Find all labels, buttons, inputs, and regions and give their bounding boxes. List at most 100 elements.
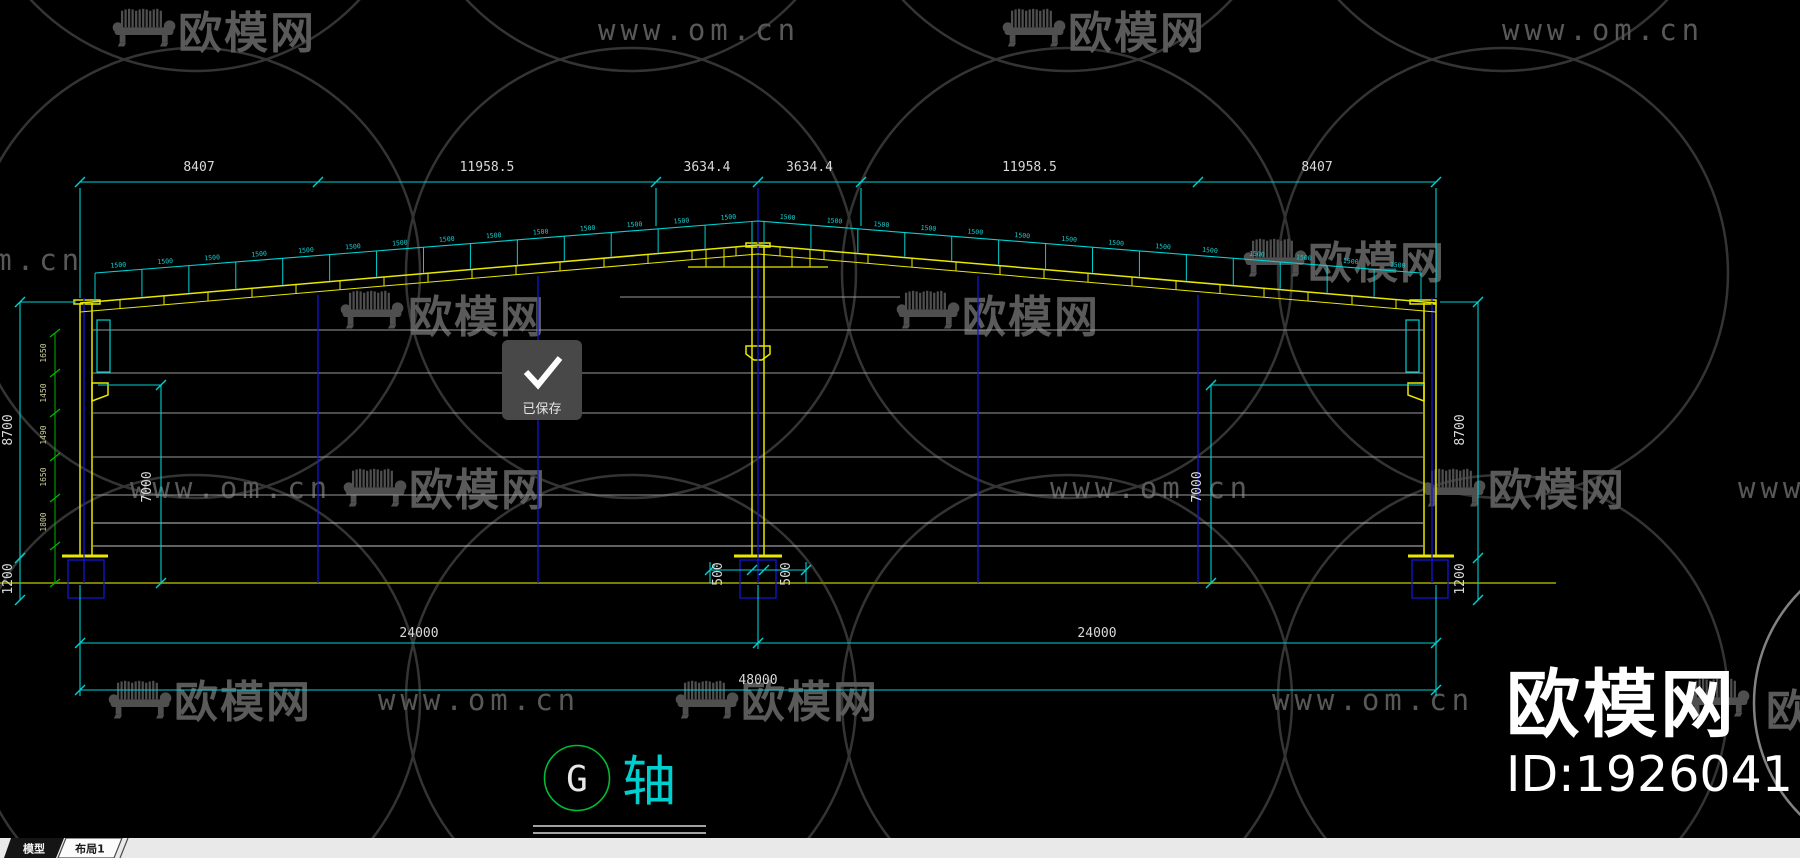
tab-model[interactable]	[4, 838, 64, 858]
toast-message: 已保存	[522, 402, 562, 417]
dim-tick	[800, 564, 812, 576]
watermark-brand-text: 欧模网	[174, 677, 312, 728]
watermark-brand-text: 欧模网	[741, 677, 879, 728]
girt-dim-label: 1490	[39, 425, 48, 444]
roof-rafter	[79, 244, 1437, 313]
purlin-chain-line	[94, 220, 1422, 274]
purlin-dim-chain: 1500 1500 1500 1500 1500 1500 1500 1500 1500 1500…	[94, 213, 1422, 301]
dim-overall: 48000	[738, 673, 777, 688]
sofa-icon	[896, 290, 960, 329]
girt-dim-labels: 1650 1450 1490 1650 1800	[39, 343, 48, 531]
purlin-spacing-label: 1500	[626, 220, 642, 229]
purlin-spacing-label: 1500	[1061, 235, 1077, 244]
layout-tab-bar: 模型 布局1	[0, 837, 1800, 858]
watermark-circle	[840, 46, 1294, 500]
dim-span-label: 24000	[399, 626, 438, 641]
dim-right-foundation: 1200	[1453, 563, 1468, 594]
tab-layout1-label[interactable]: 布局1	[75, 842, 105, 856]
dim-tick	[1205, 379, 1217, 391]
watermark-circle	[465, 0, 797, 73]
watermark-url-text: www.om.cn	[598, 13, 800, 47]
dim-tick	[74, 637, 86, 649]
purlin-spacing-label: 1500	[251, 250, 267, 259]
sofa-icon	[340, 290, 404, 329]
purlin-spacing-label: 1500	[392, 238, 408, 247]
purlin-spacing-label: 1500	[826, 216, 842, 225]
dim-top-label: 11958.5	[460, 160, 515, 175]
watermark-url-text: www.om.cn	[378, 683, 580, 717]
purlin-spacing-label: 1500	[920, 224, 936, 233]
dim-top-label: 3634.4	[684, 160, 731, 175]
purlin-spacing-label: 1500	[579, 224, 595, 233]
watermark-circles	[0, 0, 1730, 858]
dim-tick	[855, 176, 867, 188]
watermark-arc	[1752, 589, 1800, 817]
girt-dim-tick	[49, 578, 61, 588]
girt-dim-tick	[49, 541, 61, 551]
dim-tick	[1205, 577, 1217, 589]
dim-top-label: 8407	[1301, 160, 1332, 175]
watermark-url-text: www.om.cn	[1502, 13, 1704, 47]
watermark-brand-text: 欧模网	[1308, 238, 1446, 289]
watermark-url-text: www.om.cn	[130, 471, 332, 505]
dim-right-height: 8700	[1453, 414, 1468, 445]
purlin-spacing-label: 1500	[1390, 261, 1406, 270]
dimension-lines	[19, 181, 1479, 696]
purlin-spacing-label: 1500	[1014, 231, 1030, 240]
grid-lines	[317, 276, 1199, 583]
dim-tick	[14, 552, 26, 564]
watermark-url-text: www.om.cn	[1050, 471, 1252, 505]
watermark-url-text: www.om.cn	[1272, 683, 1474, 717]
purlin-spacing-label: 1500	[1202, 246, 1218, 255]
girt-dim-tick	[49, 368, 61, 378]
tab-model-label[interactable]: 模型	[23, 842, 45, 856]
dim-tick	[74, 684, 86, 696]
watermark-circle	[901, 0, 1233, 73]
dim-ridge-col-label: 500	[779, 562, 794, 585]
purlin-spacing-label: 1500	[439, 235, 455, 244]
dim-tick	[14, 594, 26, 606]
tab-layout1[interactable]	[57, 837, 123, 858]
dim-tick	[1430, 637, 1442, 649]
model-id-text: ID:1926041	[1506, 746, 1793, 803]
dim-left-height: 8700	[1, 414, 16, 445]
purlin-spacing-label: 1500	[780, 213, 796, 222]
dim-tick	[758, 564, 770, 576]
girt-dim-label: 1450	[39, 383, 48, 402]
tab-divider	[119, 837, 129, 858]
dim-tick	[746, 564, 758, 576]
purlin-spacing-label: 1500	[1155, 242, 1171, 251]
dim-tick	[1430, 176, 1442, 188]
axis-callout: G 轴	[533, 744, 706, 834]
watermark-circle	[404, 46, 858, 500]
dim-left-clear: 7000	[140, 471, 155, 502]
girt-dim-tick	[49, 328, 61, 338]
dim-tick	[752, 637, 764, 649]
dim-tick	[312, 176, 324, 188]
purlin-spacing-label: 1500	[967, 227, 983, 236]
purlin-spacing-label: 1500	[1343, 257, 1359, 266]
purlin-spacing-label: 1500	[157, 257, 173, 266]
sofa-icon	[1002, 8, 1066, 47]
dimension-labels-generated: 8407 11958.5 3634.4 3634.4 11958.5 8407 24000 2…	[183, 160, 1332, 641]
watermark-circle	[404, 473, 858, 858]
watermark-circle	[840, 473, 1294, 858]
axis-bubble-circle	[543, 744, 611, 812]
purlin-spacing-label: 1500	[298, 246, 314, 255]
dim-tick	[1472, 552, 1484, 564]
dim-tick	[74, 176, 86, 188]
dim-top-label: 11958.5	[1002, 160, 1057, 175]
site-brand: 欧模网 ID:1926041	[1506, 668, 1793, 799]
purlin-spacing-label: 1500	[673, 216, 689, 225]
watermark-circle	[0, 46, 422, 500]
watermark-brand-text: 欧模网	[408, 292, 546, 343]
dim-top-label: 3634.4	[786, 160, 833, 175]
girt-dim-tick	[49, 493, 61, 503]
saved-toast: 已保存	[502, 340, 582, 420]
girt-dim-label: 1650	[39, 467, 48, 486]
watermark-circle	[1276, 46, 1730, 500]
purlin-spacing-label: 1500	[533, 227, 549, 236]
dim-ridge-col-label: 500	[711, 562, 726, 585]
